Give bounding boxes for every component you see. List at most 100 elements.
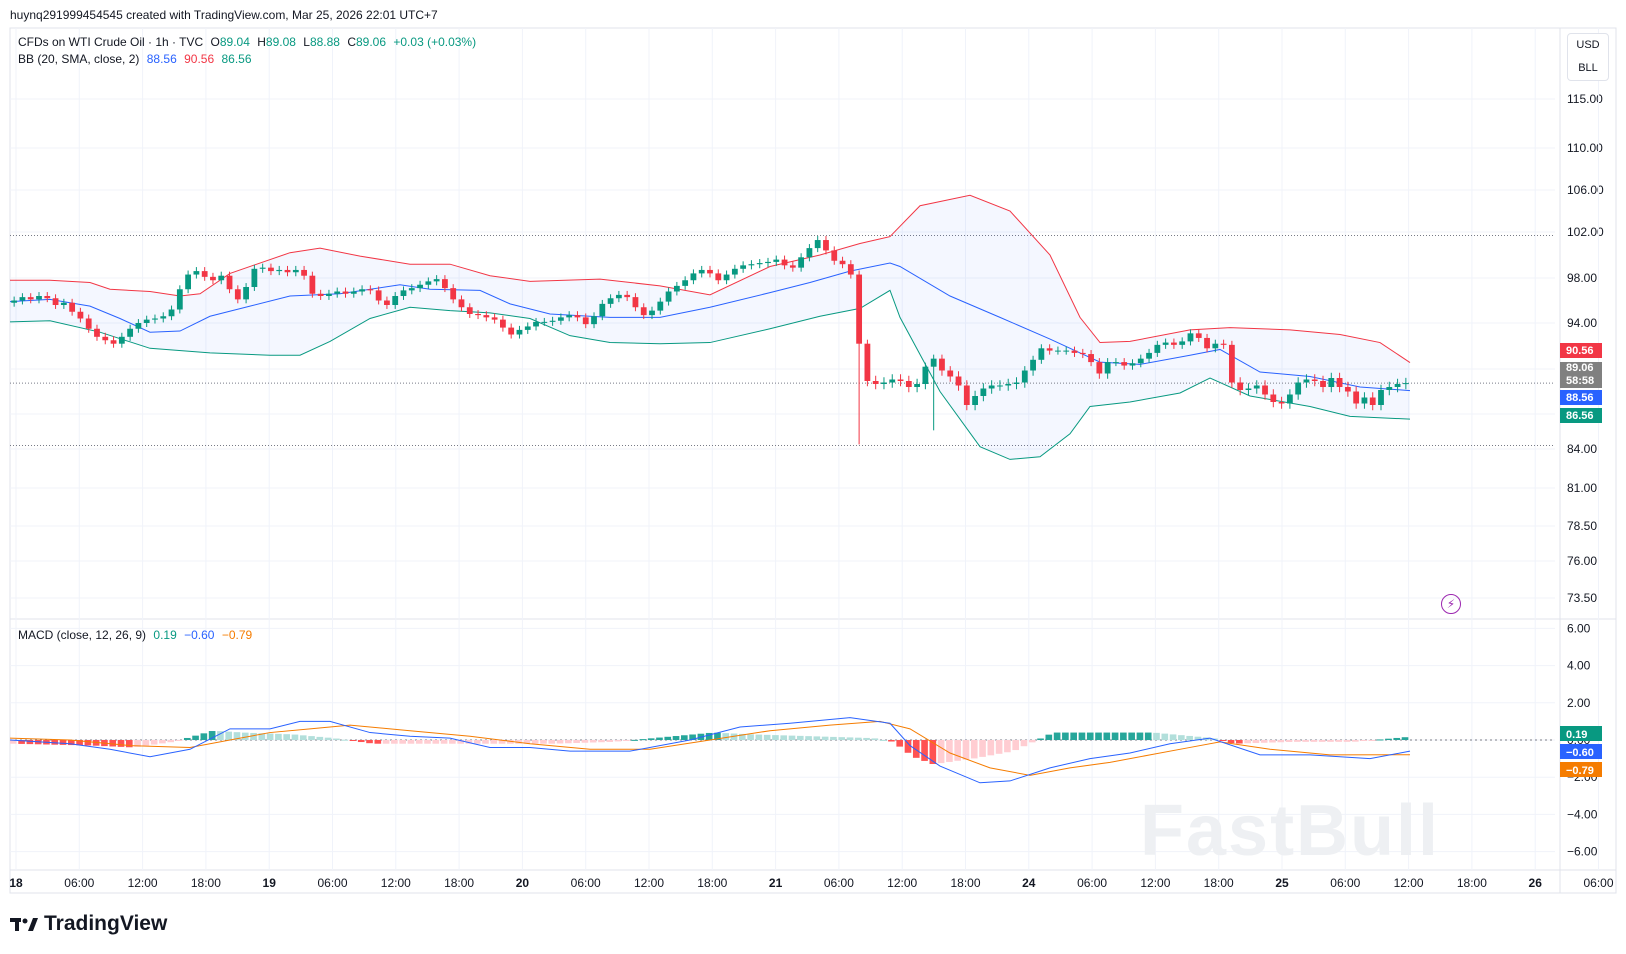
candle-body [690, 273, 697, 281]
macd-histogram-bar [449, 740, 456, 744]
macd-histogram-bar [1310, 740, 1318, 742]
candle-body [226, 275, 233, 290]
macd-histogram-bar [523, 740, 531, 744]
candle-body [44, 296, 51, 299]
symbol-legend: CFDs on WTI Crude Oil · 1h · TVC O89.04 … [18, 35, 476, 49]
time-tick-label: 18:00 [191, 876, 221, 890]
macd-histogram-bar [465, 740, 473, 744]
lightning-icon[interactable]: ⚡ [1441, 594, 1461, 614]
candle-body [591, 316, 597, 325]
candle-body [301, 269, 307, 276]
macd-histogram-bar [772, 735, 779, 740]
candle-body [243, 287, 249, 300]
candle-body [781, 259, 788, 266]
macd-histogram-bar [374, 740, 382, 744]
price-axis-badge-text: 58:58 [1566, 375, 1594, 387]
macd-histogram-bar [324, 737, 332, 740]
macd-histogram-bar [125, 740, 133, 748]
open-label: O [210, 35, 220, 49]
time-tick-label: 12:00 [1394, 876, 1424, 890]
candle-body [1212, 343, 1219, 349]
macd-histogram-bar [308, 736, 315, 740]
candle-body [1278, 402, 1285, 404]
macd-histogram-bar [299, 735, 307, 740]
time-tick-label: 06:00 [317, 876, 347, 890]
macd-histogram-bar [531, 740, 539, 744]
macd-histogram-bar [482, 740, 489, 744]
candle-body [1079, 352, 1086, 355]
price-tick-label: 102.00 [1567, 225, 1604, 239]
macd-histogram-bar [639, 739, 647, 741]
time-tick-label: 06:00 [824, 876, 854, 890]
candle-body [400, 290, 407, 296]
change-value: +0.03 (+0.03%) [393, 35, 477, 49]
candle-body [185, 274, 192, 290]
tradingview-brand: TradingView [44, 912, 168, 935]
tradingview-logo[interactable]: TradingView [10, 912, 167, 936]
macd-histogram-bar [407, 740, 415, 744]
macd-histogram-bar [788, 735, 796, 740]
candle-body [1113, 362, 1119, 364]
macd-histogram-bar [10, 740, 17, 744]
macd-histogram-bar [1368, 740, 1376, 741]
bb-basis-value: 88.56 [146, 52, 177, 66]
price-axis-badge [1560, 362, 1602, 375]
macd-histogram-bar [1318, 740, 1326, 742]
macd-line-value: −0.60 [184, 628, 215, 642]
macd-histogram-bar [929, 740, 937, 765]
macd-histogram-bar [1095, 732, 1102, 740]
macd-histogram-bar [1120, 732, 1127, 740]
candle-body [756, 263, 763, 265]
watermark-logo: FastBull [1140, 791, 1441, 871]
macd-axis-badge-text: 0.19 [1566, 729, 1587, 741]
candle-body [143, 319, 150, 323]
macd-histogram-bar [76, 740, 83, 746]
close-label: C [347, 35, 356, 49]
candle-body [814, 240, 821, 249]
candle-body [549, 320, 556, 322]
unit-label: BLL [1578, 62, 1598, 74]
macd-histogram-bar [1028, 740, 1036, 743]
macd-histogram-bar [1244, 740, 1251, 744]
candle-body [582, 317, 589, 325]
macd-line [9, 717, 1411, 784]
candle-body [533, 321, 539, 327]
candle-body [624, 294, 631, 298]
candle-body [118, 336, 125, 344]
time-tick-label: 12:00 [634, 876, 664, 890]
candle-body [367, 289, 374, 291]
price-axis-badge-text: 88.56 [1566, 392, 1594, 404]
currency-unit-button[interactable]: USD BLL [1567, 33, 1609, 81]
candle-body [1328, 378, 1335, 387]
macd-histogram-bar [871, 738, 879, 740]
macd-histogram-bar [1070, 732, 1077, 740]
candle-body [1179, 341, 1186, 345]
macd-histogram-bar [258, 733, 266, 740]
candle-body [102, 336, 109, 341]
macd-histogram-bar [1335, 740, 1343, 742]
candle-body [234, 289, 241, 300]
candle-body [1030, 359, 1036, 371]
macd-histogram-bar [747, 734, 754, 740]
macd-histogram-bar [159, 740, 166, 744]
macd-histogram-bar [805, 736, 812, 740]
macd-histogram-bar [1178, 735, 1185, 740]
macd-histogram-bar [225, 731, 233, 740]
candle-body [955, 376, 962, 386]
candle-body [872, 381, 879, 384]
macd-histogram-bar [888, 740, 895, 742]
macd-histogram-bar [1136, 732, 1144, 740]
price-axis-badge-text: 89.06 [1566, 362, 1594, 374]
macd-tick-label: −4.00 [1567, 807, 1598, 821]
macd-histogram-bar [1376, 739, 1384, 741]
candle-body [930, 358, 937, 367]
candle-body [980, 388, 987, 396]
macd-histogram-bar [838, 737, 846, 740]
macd-histogram-bar [921, 740, 928, 761]
bb-lower-value: 86.56 [221, 52, 252, 66]
macd-axis-badge [1560, 762, 1602, 777]
high-label: H [257, 35, 266, 49]
candle-body [251, 268, 258, 287]
candle-body [1162, 342, 1169, 345]
